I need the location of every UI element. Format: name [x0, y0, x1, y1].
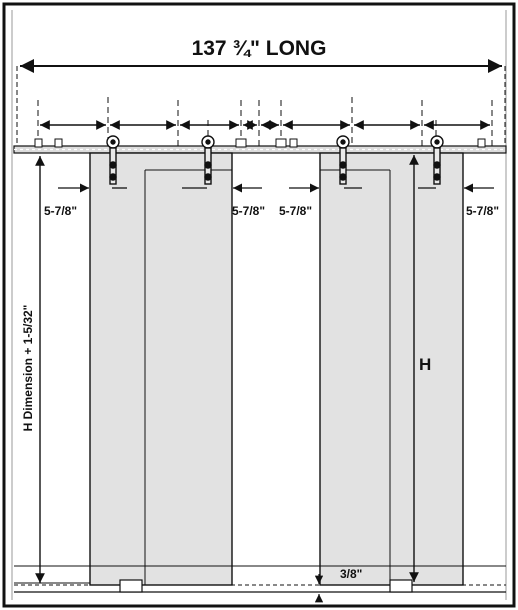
roller-icon — [430, 135, 444, 185]
floor-guide-left — [119, 579, 143, 593]
roller-icon — [201, 135, 215, 185]
offset-label-4: 5-7/8" — [466, 204, 499, 218]
rail-brackets — [34, 138, 486, 148]
offset-label-2: 5-7/8" — [232, 204, 265, 218]
right-door — [319, 152, 464, 586]
bracket-icon — [289, 138, 298, 148]
left-door — [89, 152, 233, 586]
offset-label-1: 5-7/8" — [44, 204, 77, 218]
roller-hangers — [106, 135, 444, 185]
bracket-icon — [275, 138, 287, 148]
bracket-icon — [235, 138, 247, 148]
bracket-icon — [54, 138, 63, 148]
roller-icon — [336, 135, 350, 185]
overall-height-label: H Dimension + 1-5/32" — [21, 305, 35, 432]
floor-guide-right — [389, 579, 413, 593]
roller-icon — [106, 135, 120, 185]
bracket-icon — [34, 138, 43, 148]
height-label: H — [419, 355, 431, 374]
offset-label-3: 5-7/8" — [279, 204, 312, 218]
bracket-icon — [477, 138, 486, 148]
floor-gap-label: 3/8" — [340, 567, 362, 581]
overall-length-label: 137 ¾" LONG — [192, 37, 327, 60]
